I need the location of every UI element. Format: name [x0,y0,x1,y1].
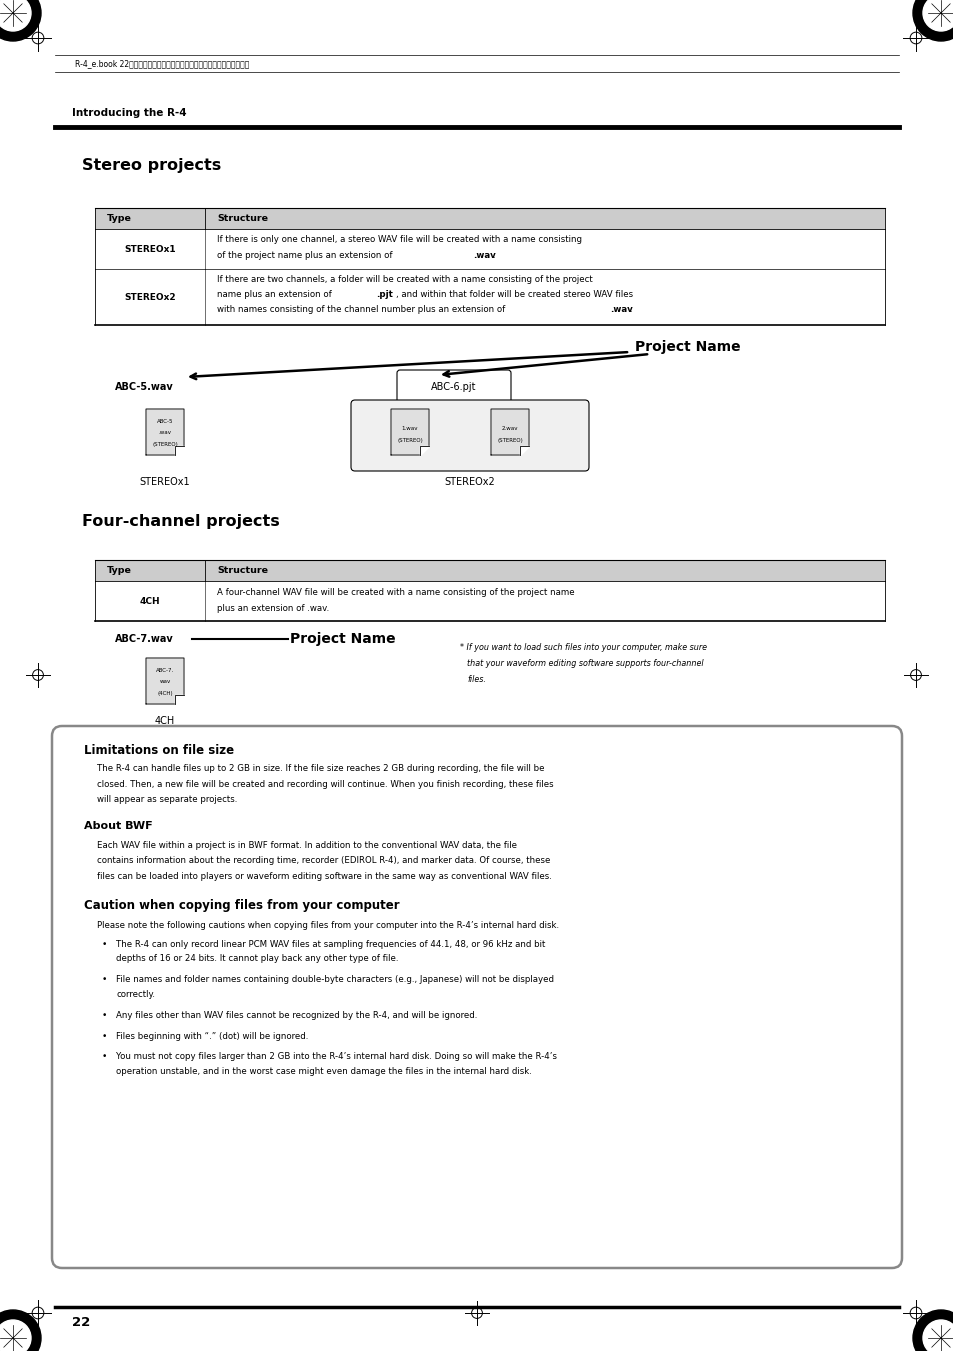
Text: Please note the following cautions when copying files from your computer into th: Please note the following cautions when … [97,921,558,929]
Text: 4CH: 4CH [139,597,160,605]
Text: , and within that folder will be created stereo WAV files: , and within that folder will be created… [395,289,633,299]
Polygon shape [146,658,184,704]
Text: •: • [102,939,108,948]
Text: Four-channel projects: Four-channel projects [82,513,279,530]
Text: plus an extension of .wav.: plus an extension of .wav. [216,604,329,612]
Circle shape [923,0,953,31]
Text: 1.wav: 1.wav [401,426,417,431]
Text: STEREOx1: STEREOx1 [124,245,175,254]
Text: Type: Type [107,566,132,576]
FancyBboxPatch shape [351,400,588,471]
Polygon shape [419,446,429,455]
FancyBboxPatch shape [396,370,511,403]
Text: Each WAV file within a project is in BWF format. In addition to the conventional: Each WAV file within a project is in BWF… [97,840,517,850]
Polygon shape [391,409,429,455]
Text: ABC-7.: ABC-7. [155,667,174,673]
Text: .pjt: .pjt [376,289,393,299]
Text: ABC-5: ABC-5 [156,419,173,423]
Text: of the project name plus an extension of: of the project name plus an extension of [216,251,395,261]
Text: ABC-7.wav: ABC-7.wav [115,634,173,644]
Text: •: • [102,1032,108,1040]
Text: .: . [629,304,632,313]
Polygon shape [519,446,529,455]
Circle shape [0,1320,30,1351]
Text: STEREOx2: STEREOx2 [444,477,495,486]
Text: Type: Type [107,213,132,223]
Text: R-4_e.book 22ページ・２００５年２月１０日・木曜日・午後３時３６分: R-4_e.book 22ページ・２００５年２月１０日・木曜日・午後３時３６分 [75,59,249,68]
Text: Limitations on file size: Limitations on file size [84,744,233,757]
Text: that your waveform editing software supports four-channel: that your waveform editing software supp… [467,659,703,667]
Text: If there are two channels, a folder will be created with a name consisting of th: If there are two channels, a folder will… [216,274,592,284]
Text: will appear as separate projects.: will appear as separate projects. [97,794,237,804]
Text: The R-4 can only record linear PCM WAV files at sampling frequencies of 44.1, 48: The R-4 can only record linear PCM WAV f… [116,939,545,948]
Text: STEREOx1: STEREOx1 [139,477,190,486]
Text: (STEREO): (STEREO) [396,438,422,443]
Polygon shape [174,446,184,455]
Text: STEREOx2: STEREOx2 [124,293,175,301]
Text: correctly.: correctly. [116,990,154,998]
Circle shape [912,1310,953,1351]
Polygon shape [146,409,184,455]
Text: depths of 16 or 24 bits. It cannot play back any other type of file.: depths of 16 or 24 bits. It cannot play … [116,954,398,963]
Polygon shape [491,409,529,455]
Text: 22: 22 [71,1316,91,1328]
Text: You must not copy files larger than 2 GB into the R-4’s internal hard disk. Doin: You must not copy files larger than 2 GB… [116,1052,557,1062]
Text: The R-4 can handle files up to 2 GB in size. If the file size reaches 2 GB durin: The R-4 can handle files up to 2 GB in s… [97,765,544,773]
Text: Introducing the R-4: Introducing the R-4 [71,108,187,118]
Text: * If you want to load such files into your computer, make sure: * If you want to load such files into yo… [459,643,706,653]
Text: About BWF: About BWF [84,820,152,831]
Circle shape [923,1320,953,1351]
Text: (STEREO): (STEREO) [497,438,522,443]
Text: Caution when copying files from your computer: Caution when copying files from your com… [84,898,399,912]
Text: •: • [102,975,108,984]
Text: operation unstable, and in the worst case might even damage the files in the int: operation unstable, and in the worst cas… [116,1067,532,1077]
Text: files.: files. [467,676,485,684]
Text: Any files other than WAV files cannot be recognized by the R-4, and will be igno: Any files other than WAV files cannot be… [116,1011,476,1020]
Text: File names and folder names containing double-byte characters (e.g., Japanese) w: File names and folder names containing d… [116,975,554,984]
Text: ABC-5.wav: ABC-5.wav [115,382,173,392]
Circle shape [0,0,30,31]
Circle shape [912,0,953,41]
Polygon shape [174,694,184,704]
Text: 4CH: 4CH [154,716,175,725]
Text: (4CH): (4CH) [157,690,172,696]
Text: Project Name: Project Name [290,632,395,646]
Text: Project Name: Project Name [635,340,740,354]
Text: A four-channel WAV file will be created with a name consisting of the project na: A four-channel WAV file will be created … [216,588,574,597]
Text: closed. Then, a new file will be created and recording will continue. When you f: closed. Then, a new file will be created… [97,780,553,789]
Text: with names consisting of the channel number plus an extension of: with names consisting of the channel num… [216,304,507,313]
Text: (STEREO): (STEREO) [152,442,177,446]
Text: •: • [102,1011,108,1020]
Text: Structure: Structure [216,566,268,576]
Text: Stereo projects: Stereo projects [82,158,221,173]
FancyBboxPatch shape [52,725,901,1269]
Text: .wav: .wav [609,304,632,313]
Circle shape [0,0,41,41]
Text: •: • [102,1052,108,1062]
Text: .wav: .wav [473,251,496,261]
Text: name plus an extension of: name plus an extension of [216,289,335,299]
Text: wav: wav [159,680,171,684]
Text: contains information about the recording time, recorder (EDIROL R-4), and marker: contains information about the recording… [97,857,550,865]
Text: .: . [492,251,495,261]
Text: ABC-6.pjt: ABC-6.pjt [431,382,476,392]
Bar [95,561,884,581]
Text: .wav: .wav [158,430,172,435]
Text: If there is only one channel, a stereo WAV file will be created with a name cons: If there is only one channel, a stereo W… [216,235,581,245]
Text: Files beginning with “.” (dot) will be ignored.: Files beginning with “.” (dot) will be i… [116,1032,308,1040]
Text: 2.wav: 2.wav [501,426,517,431]
Bar [95,208,884,230]
Text: files can be loaded into players or waveform editing software in the same way as: files can be loaded into players or wave… [97,871,551,881]
Text: Structure: Structure [216,213,268,223]
Circle shape [0,1310,41,1351]
